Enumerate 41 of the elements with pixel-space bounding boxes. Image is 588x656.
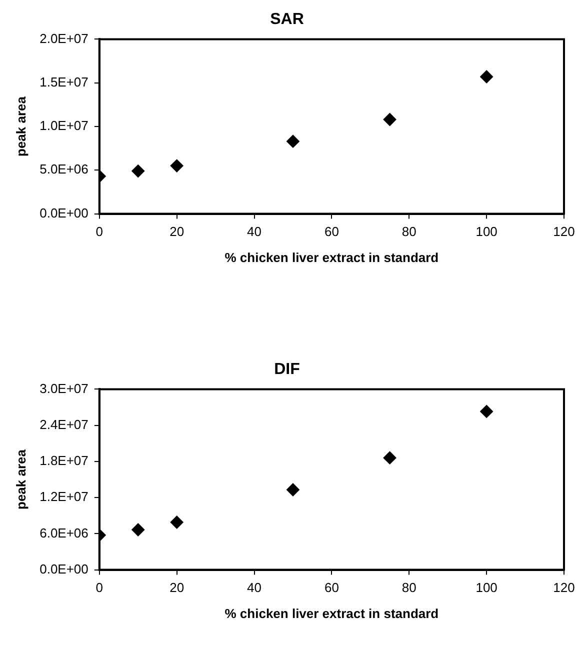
point: [480, 404, 494, 418]
point: [286, 134, 300, 148]
x-tick-label: 20: [170, 580, 184, 596]
chart-title: SAR: [270, 11, 304, 28]
x-tick-label: 60: [324, 224, 339, 240]
y-tick-label: 0.0E+00: [40, 561, 88, 576]
y-tick-label: 1.8E+07: [40, 453, 88, 468]
point: [132, 164, 145, 178]
y-axis-title: peak area: [13, 448, 28, 510]
point: [170, 159, 184, 172]
y-tick-label: 6.0E+06: [40, 525, 88, 540]
y-tick-label: 1.5E+07: [40, 74, 88, 90]
y-tick-label: 2.4E+07: [40, 416, 88, 432]
x-tick-label: 120: [553, 224, 575, 240]
y-tick-label: 2.0E+07: [40, 30, 88, 46]
x-tick-label: 60: [324, 580, 339, 596]
x-tick-label: 100: [476, 224, 498, 240]
x-axis-title: % chicken liver extract in standard: [224, 250, 439, 265]
chart-title: DIF: [274, 361, 300, 378]
point: [383, 451, 396, 464]
point: [132, 523, 145, 536]
point: [480, 70, 494, 84]
x-tick-label: 80: [402, 224, 416, 240]
x-tick-label: 40: [247, 224, 262, 240]
y-axis-title: peak area: [13, 96, 28, 156]
x-tick-label: 100: [476, 580, 498, 596]
y-tick-label: 0.0E+00: [40, 205, 88, 220]
y-tick-label: 5.0E+06: [40, 162, 88, 177]
x-tick-label: 20: [170, 224, 184, 240]
x-tick-label: 80: [402, 580, 416, 596]
x-tick-label: 0: [96, 580, 104, 596]
y-tick-label: 1.0E+07: [40, 118, 88, 134]
point: [170, 516, 184, 529]
point: [286, 483, 300, 496]
x-tick-label: 120: [553, 580, 575, 596]
point: [383, 113, 396, 126]
x-axis-title: % chicken liver extract in standard: [224, 606, 439, 621]
y-tick-label: 1.2E+07: [40, 489, 88, 504]
y-tick-label: 3.0E+07: [40, 380, 88, 396]
x-tick-label: 0: [96, 224, 104, 240]
x-tick-label: 40: [247, 580, 262, 596]
